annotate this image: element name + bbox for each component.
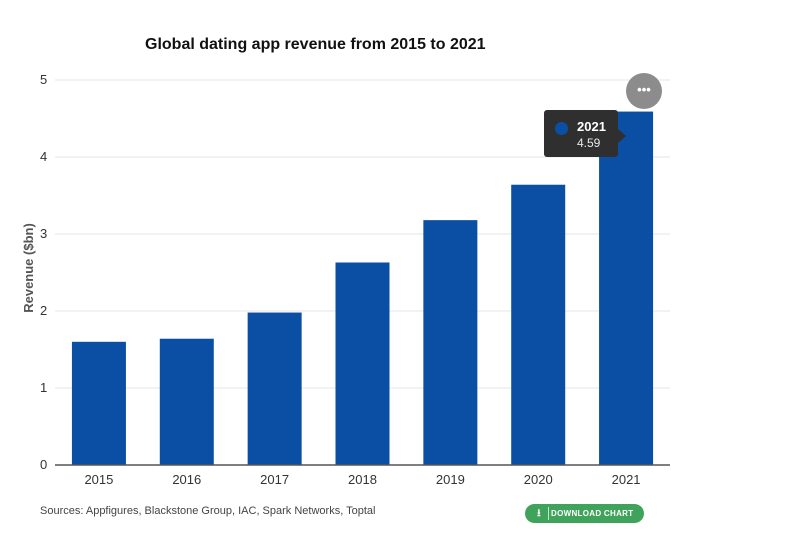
bar-2021[interactable] (599, 111, 654, 465)
x-tick-label: 2018 (348, 472, 377, 487)
x-tick-label: 2019 (436, 472, 465, 487)
x-tick-label: 2015 (84, 472, 113, 487)
x-tick-label: 2020 (524, 472, 553, 487)
bar-2016[interactable] (159, 338, 214, 465)
tooltip-year: 2021 (577, 119, 606, 134)
chart-title: Global dating app revenue from 2015 to 2… (145, 36, 486, 53)
download-chart-button[interactable]: ⭳ DOWNLOAD CHART (525, 504, 644, 523)
y-tick-label: 1 (40, 380, 47, 395)
x-tick-label: 2021 (612, 472, 641, 487)
y-axis-label: Revenue ($bn) (21, 223, 36, 313)
sources-note: Sources: Appfigures, Blackstone Group, I… (40, 505, 376, 517)
y-tick-label: 4 (40, 149, 47, 164)
y-tick-label: 3 (40, 226, 47, 241)
y-tick-label: 5 (40, 72, 47, 87)
chart-tooltip: 2021 4.59 (544, 110, 626, 157)
y-tick-label: 2 (40, 303, 47, 318)
x-tick-label: 2017 (260, 472, 289, 487)
bar-2020[interactable] (511, 184, 566, 465)
download-chart-label: DOWNLOAD CHART (551, 509, 634, 518)
bar-2018[interactable] (335, 262, 390, 465)
bar-2017[interactable] (247, 312, 302, 465)
tooltip-series-dot (555, 122, 568, 135)
bar-2015[interactable] (71, 341, 126, 465)
y-tick-label: 0 (40, 457, 47, 472)
chart-menu-button[interactable]: ••• (626, 73, 662, 109)
more-horizontal-icon: ••• (637, 82, 651, 97)
download-icon: ⭳ (533, 507, 549, 520)
bar-2019[interactable] (423, 220, 478, 465)
tooltip-value: 4.59 (577, 136, 601, 150)
x-tick-label: 2016 (172, 472, 201, 487)
